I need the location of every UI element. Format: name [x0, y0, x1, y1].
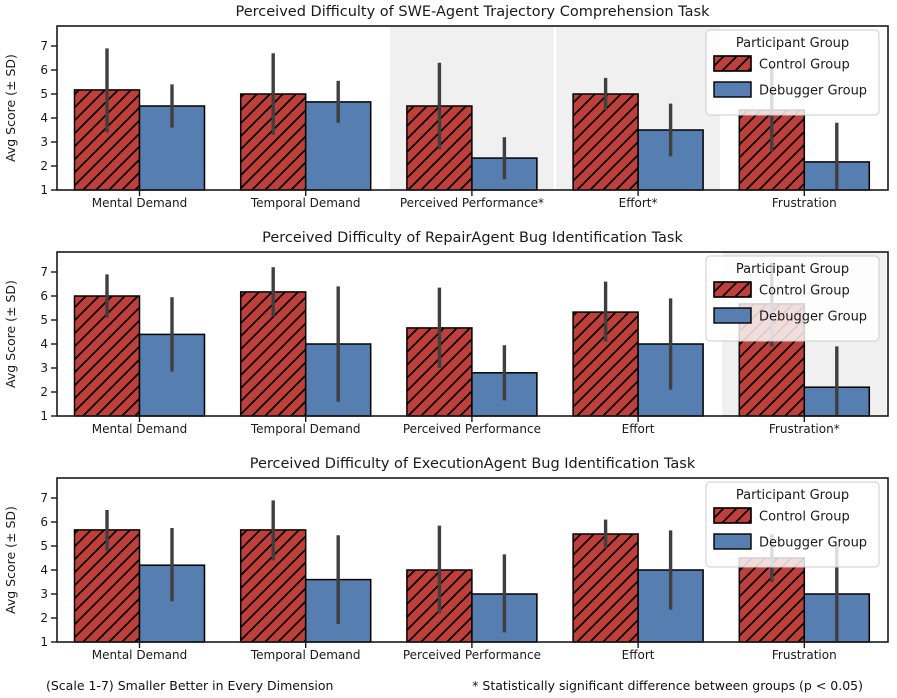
footer-scale-note: (Scale 1-7) Smaller Better in Every Dime… [46, 678, 334, 693]
y-tick-label: 2 [40, 385, 48, 399]
chart-title: Perceived Difficulty of RepairAgent Bug … [262, 230, 683, 246]
chart-panel-repairagent: 1 2 3 4 5 6 7 Mental Demand Temporal Demand Perce… [0, 226, 897, 452]
x-tick-label: Mental Demand [92, 422, 187, 436]
chart-repairagent-bug-identification: 1 2 3 4 5 6 7 Mental Demand Temporal Demand Perce… [3, 230, 889, 436]
legend-title: Participant Group [736, 488, 849, 503]
y-tick-label: 3 [40, 361, 48, 375]
bar-hatch-overlay [573, 534, 639, 642]
x-tick-label: Effort [622, 648, 655, 662]
x-tick-label: Temporal Demand [250, 648, 361, 662]
y-tick-label: 2 [40, 159, 48, 173]
x-tick-label: Perceived Performance [403, 648, 541, 662]
y-tick-label: 7 [40, 265, 48, 279]
x-tick-label: Frustration [772, 648, 837, 662]
footer-significance-note: * Statistically significant difference b… [472, 678, 863, 693]
legend: Participant Group Control Group Debugger G… [705, 29, 880, 116]
x-tick-label: Mental Demand [92, 196, 187, 210]
y-tick-label: 2 [40, 611, 48, 625]
y-tick-label: 3 [40, 135, 48, 149]
legend-title: Participant Group [736, 36, 849, 51]
x-tick-label: Perceived Performance* [400, 196, 544, 210]
legend-patch-debugger [713, 307, 752, 324]
y-tick-label: 1 [40, 409, 48, 423]
y-tick-label: 6 [40, 289, 48, 303]
y-tick-label: 5 [40, 87, 48, 101]
figure-footnotes: (Scale 1-7) Smaller Better in Every Dime… [0, 678, 897, 698]
y-tick-label: 4 [40, 563, 48, 577]
y-tick-label: 5 [40, 539, 48, 553]
legend-label: Control Group [759, 58, 850, 73]
y-tick-label: 4 [40, 111, 48, 125]
legend-patch-debugger [713, 81, 752, 98]
x-tick-label: Temporal Demand [250, 422, 361, 436]
x-tick-label: Effort [622, 422, 655, 436]
y-tick-label: 3 [40, 587, 48, 601]
y-tick-label: 7 [40, 491, 48, 505]
legend-patch-hatch [713, 55, 752, 72]
legend-label: Control Group [759, 510, 850, 525]
x-tick-label: Effort* [619, 196, 658, 210]
x-tick-label: Temporal Demand [250, 196, 361, 210]
y-axis-label: Avg Score (± SD) [3, 280, 18, 388]
y-tick-label: 1 [40, 183, 48, 197]
y-tick-label: 6 [40, 515, 48, 529]
legend-patch-hatch [713, 507, 752, 524]
y-tick-label: 5 [40, 313, 48, 327]
chart-title: Perceived Difficulty of SWE-Agent Trajec… [236, 4, 711, 20]
legend-label: Debugger Group [759, 84, 867, 99]
legend-title: Participant Group [736, 262, 849, 277]
legend-label: Control Group [759, 284, 850, 299]
chart-panel-swe-agent: 1 2 3 4 5 6 7 Mental Demand Temporal Demand Perce… [0, 0, 897, 226]
legend: Participant Group Control Group Debugger G… [705, 255, 880, 342]
y-tick-label: 6 [40, 63, 48, 77]
x-tick-label: Frustration* [769, 422, 840, 436]
legend-patch-debugger [713, 533, 752, 550]
chart-title: Perceived Difficulty of ExecutionAgent B… [250, 456, 696, 472]
legend-patch-hatch [713, 281, 752, 298]
legend-label: Debugger Group [759, 536, 867, 551]
y-axis-label: Avg Score (± SD) [3, 54, 18, 162]
y-tick-label: 1 [40, 635, 48, 649]
chart-panel-executionagent: 1 2 3 4 5 6 7 Mental Demand Temporal Demand Perce… [0, 452, 897, 678]
y-axis-label: Avg Score (± SD) [3, 506, 18, 614]
x-tick-label: Perceived Performance [403, 422, 541, 436]
y-tick-label: 7 [40, 39, 48, 53]
y-tick-label: 4 [40, 337, 48, 351]
x-tick-label: Frustration [772, 196, 837, 210]
legend: Participant Group Control Group Debugger G… [705, 481, 880, 568]
legend-label: Debugger Group [759, 310, 867, 325]
chart-executionagent-bug-identification: 1 2 3 4 5 6 7 Mental Demand Temporal Demand Perce… [3, 456, 889, 662]
chart-swe-agent-trajectory: 1 2 3 4 5 6 7 Mental Demand Temporal Demand Perce… [3, 4, 889, 210]
x-tick-label: Mental Demand [92, 648, 187, 662]
